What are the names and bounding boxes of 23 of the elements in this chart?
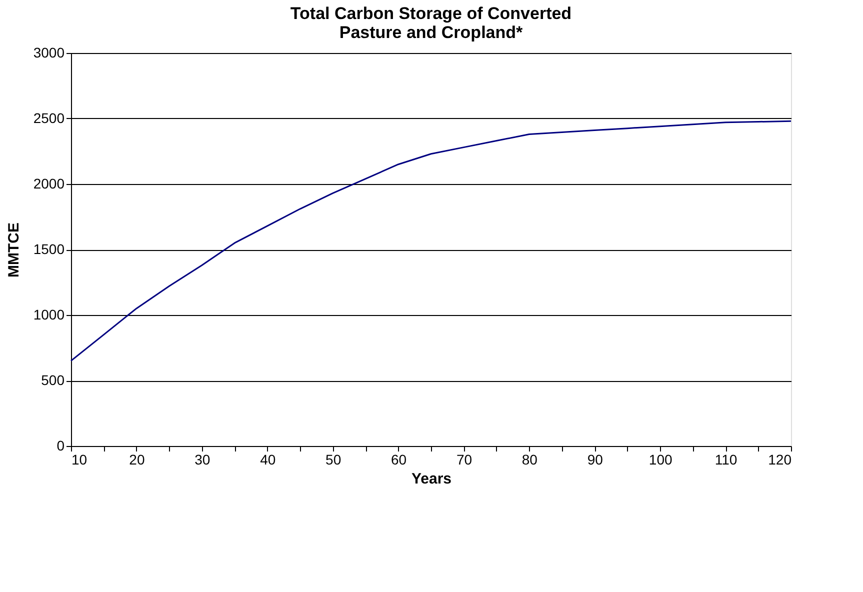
y-tick-label: 2500 <box>33 110 65 126</box>
y-tick-label: 0 <box>56 438 65 454</box>
y-tick-label: 3000 <box>33 44 65 60</box>
line-series <box>70 120 792 362</box>
x-tick-label: 10 <box>72 452 88 468</box>
chart-title: Total Carbon Storage of Converted Pasture and Cropland* <box>290 4 572 42</box>
x-tick-label: 30 <box>194 452 210 468</box>
x-tick-label: 50 <box>326 452 342 468</box>
x-tick-label: 110 <box>714 452 738 468</box>
x-tick-label: 80 <box>522 452 538 468</box>
x-tick-label: 20 <box>129 452 145 468</box>
x-tick-label: 60 <box>390 452 407 468</box>
y-tick-label: 1000 <box>33 306 65 322</box>
y-tick-label: 1500 <box>33 241 65 257</box>
y-tick-label: 500 <box>41 372 65 388</box>
x-tick-label: 120 <box>768 452 792 468</box>
y-axis-title: MMTCE <box>5 222 22 278</box>
x-tick-label: 100 <box>648 452 672 468</box>
y-tick-label: 2000 <box>33 176 65 192</box>
x-tick-label: 40 <box>260 452 276 468</box>
x-tick-label: 70 <box>456 452 472 468</box>
x-axis-title: Years <box>411 470 452 488</box>
x-tick-label: 90 <box>587 452 604 468</box>
